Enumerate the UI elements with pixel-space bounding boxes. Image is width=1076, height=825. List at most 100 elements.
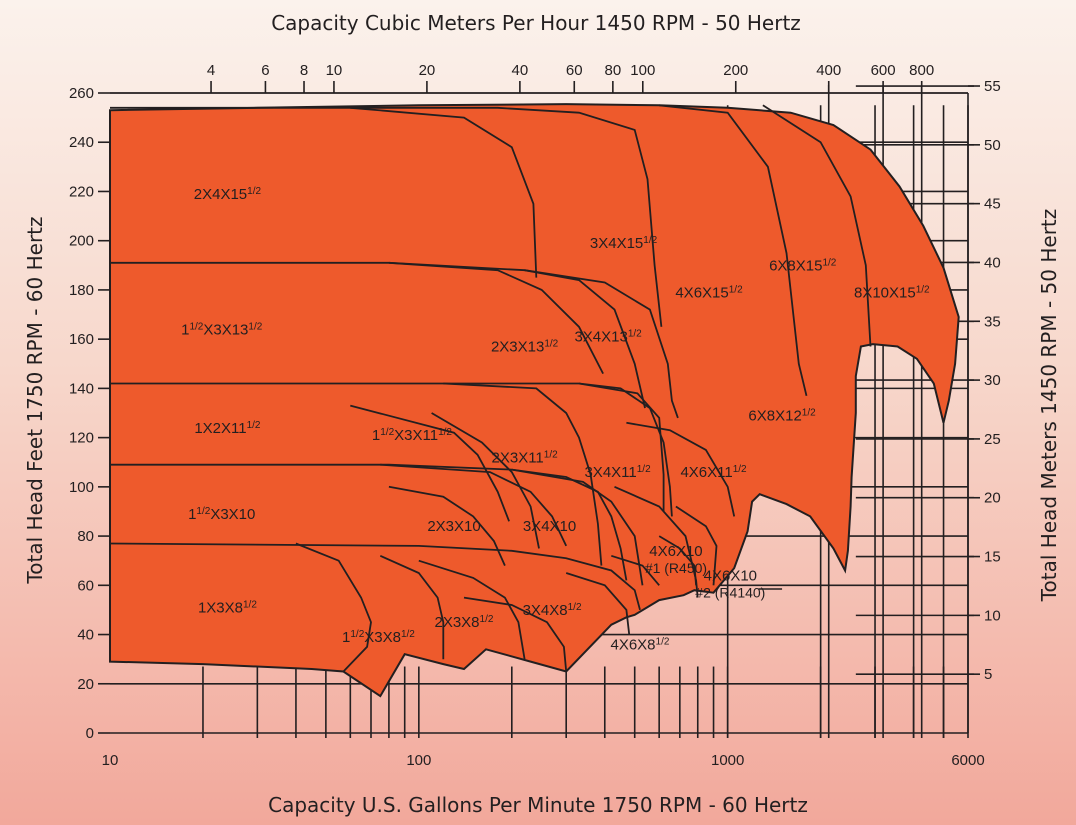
y-tick-label: 260 [69, 85, 94, 102]
region-boundary [431, 412, 540, 549]
region-label: 2X4X151/2 [194, 186, 262, 203]
region-label: 2X3X131/2 [491, 339, 559, 356]
region-label: 6X8X151/2 [769, 257, 837, 274]
region-boundary [379, 554, 445, 660]
right-tick-label: 40 [984, 254, 1001, 271]
x-tick-label: 100 [406, 752, 431, 769]
region-label: 11/2X3X131/2 [181, 321, 263, 338]
region-boundary [658, 535, 697, 586]
region-boundary [675, 505, 718, 586]
right-tick-label: 55 [984, 78, 1001, 95]
region-label: 11/2X3X111/2 [372, 427, 453, 444]
region-label: 1X3X81/2 [198, 599, 257, 616]
y-tick-label: 100 [69, 479, 94, 496]
region-boundary [388, 261, 646, 409]
top-tick-label: 10 [326, 62, 343, 79]
region-boundary [110, 463, 628, 581]
top-tick-label: 8 [300, 62, 308, 79]
region-boundary [626, 421, 736, 517]
region-labels: 2X4X151/2 3X4X151/2 4X6X151/2 6X8X151/2 8X10… [181, 186, 930, 653]
y-tick-label: 160 [69, 331, 94, 348]
region-label: 4X6X10 [704, 567, 757, 584]
x-tick-label: 10 [102, 752, 119, 769]
top-tick-label: 80 [605, 62, 622, 79]
region-label: 2X3X10 [427, 518, 480, 535]
region-boundary [110, 106, 538, 278]
region-boundary [109, 542, 641, 611]
axes: 0 20 40 60 80 100 120 140 160 180 200 220 240 260 5 10 1… [69, 62, 1001, 769]
left-axis-title: Total Head Feet 1750 RPM - 60 Hertz [23, 216, 47, 584]
region-boundary [565, 572, 631, 635]
region-label: 4X6X81/2 [610, 636, 669, 653]
y-tick-label: 140 [69, 380, 94, 397]
region-boundary [463, 596, 568, 672]
top-tick-label: 60 [566, 62, 583, 79]
region-label: 4X6X151/2 [675, 284, 743, 301]
top-tick-label: 4 [207, 62, 215, 79]
region-boundary [110, 261, 604, 375]
region-label: 8X10X151/2 [854, 284, 930, 301]
right-tick-label: 30 [984, 372, 1001, 389]
region-label: 3X4X151/2 [590, 235, 658, 252]
region-label: 3X4X111/2 [584, 464, 651, 481]
right-tick-label: 10 [984, 607, 1001, 624]
right-tick-label: 15 [984, 549, 1001, 566]
top-tick-label: 40 [512, 62, 529, 79]
region-boundary [350, 106, 663, 327]
region-boundary [380, 463, 568, 547]
region-label: 4X6X111/2 [680, 464, 747, 481]
top-tick-label: 200 [723, 62, 748, 79]
region-label: 2X3X81/2 [434, 614, 493, 631]
right-tick-label: 35 [984, 313, 1001, 330]
region-boundaries [109, 104, 872, 673]
top-axis-title: Capacity Cubic Meters Per Hour 1450 RPM … [271, 11, 801, 35]
region-boundary [295, 542, 372, 673]
top-tick-label: 6 [261, 62, 269, 79]
right-tick-label: 25 [984, 431, 1001, 448]
region-boundary [511, 468, 644, 586]
right-tick-label: 5 [984, 666, 992, 683]
right-axis-title: Total Head Meters 1450 RPM - 50 Hertz [1037, 209, 1061, 603]
region-sub-label: #1 (R450) [645, 560, 707, 576]
top-tick-label: 600 [871, 62, 896, 79]
y-tick-label: 120 [69, 430, 94, 447]
top-tick-label: 800 [909, 62, 934, 79]
y-tick-label: 240 [69, 134, 94, 151]
top-tick-label: 400 [816, 62, 841, 79]
region-label: 2X3X111/2 [492, 449, 559, 466]
y-tick-label: 0 [86, 725, 94, 742]
region-boundary [418, 559, 526, 660]
region-sub-label: #2 (R4140) [695, 584, 765, 600]
top-tick-label: 20 [419, 62, 436, 79]
y-tick-label: 40 [77, 627, 94, 644]
y-tick-label: 20 [77, 676, 94, 693]
region-label: 3X4X131/2 [574, 329, 642, 346]
region-boundary [578, 382, 673, 517]
region-label: 4X6X10 [649, 543, 702, 560]
region-boundary [350, 404, 510, 522]
coverage-area [109, 103, 960, 698]
y-tick-label: 200 [69, 233, 94, 250]
region-boundary [443, 382, 603, 566]
region-boundary [762, 104, 872, 347]
top-tick-label: 100 [630, 62, 655, 79]
region-label: 3X4X10 [523, 518, 576, 535]
x-tick-label: 6000 [951, 752, 984, 769]
region-boundary [614, 485, 699, 598]
region-label: 11/2X3X10 [188, 506, 255, 523]
region-label: 1X2X111/2 [194, 420, 261, 437]
region-boundary [611, 554, 660, 586]
region-label: 3X4X81/2 [523, 602, 582, 619]
right-tick-label: 50 [984, 137, 1001, 154]
bottom-axis-title: Capacity U.S. Gallons Per Minute 1750 RP… [268, 793, 808, 817]
region-label: 6X8X121/2 [748, 407, 816, 424]
y-tick-label: 80 [77, 528, 94, 545]
x-tick-label: 1000 [711, 752, 744, 769]
y-tick-label: 60 [77, 577, 94, 594]
region-label: 11/2X3X81/2 [342, 629, 415, 646]
region-boundary [524, 269, 679, 419]
region-boundary [659, 104, 808, 397]
right-tick-label: 45 [984, 196, 1001, 213]
y-tick-label: 220 [69, 183, 94, 200]
